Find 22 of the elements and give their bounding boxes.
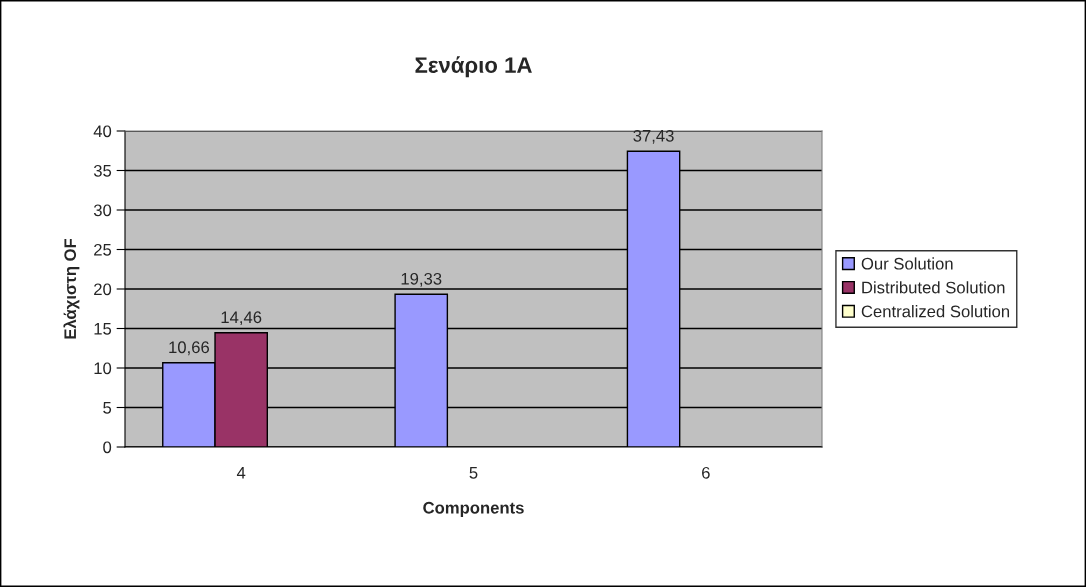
y-tick-label: 25 xyxy=(94,243,112,256)
data-label: 19,33 xyxy=(401,272,442,287)
legend-label: Centralized Solution xyxy=(861,305,1010,318)
data-label: 14,46 xyxy=(221,311,262,326)
y-tick-label: 20 xyxy=(94,283,112,296)
x-axis-title: Components xyxy=(423,501,524,517)
x-tick-label: 5 xyxy=(469,467,478,479)
x-tick-label: 4 xyxy=(236,467,246,479)
y-tick-label: 15 xyxy=(94,323,112,335)
y-axis-title: Ελάχιστη OF xyxy=(63,238,80,339)
y-tick-label: 0 xyxy=(103,441,112,454)
y-tick-label: 5 xyxy=(103,402,112,414)
data-label: 10,66 xyxy=(169,341,210,356)
x-tick-label: 6 xyxy=(702,466,710,479)
chart-title: Σενάριο 1A xyxy=(415,56,532,78)
data-label: 37,43 xyxy=(633,129,674,144)
y-tick-label: 10 xyxy=(94,362,112,375)
y-tick-label: 40 xyxy=(93,125,112,138)
legend-label: Distributed Solution xyxy=(862,281,1005,294)
legend-label: Our Solution xyxy=(861,257,953,270)
y-tick-label: 30 xyxy=(93,204,112,217)
y-tick-label: 35 xyxy=(93,164,112,177)
